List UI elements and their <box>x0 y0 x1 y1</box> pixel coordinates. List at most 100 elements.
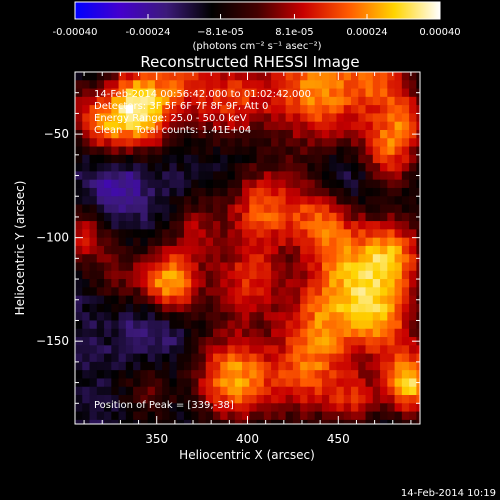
heatmap-cell <box>140 312 149 322</box>
heatmap-cell <box>183 105 192 115</box>
heatmap-cell <box>234 171 243 181</box>
heatmap-cell <box>300 345 309 355</box>
heatmap-cell <box>314 212 323 222</box>
heatmap-cell <box>321 163 330 172</box>
heatmap-cell <box>416 229 420 239</box>
heatmap-cell <box>111 196 120 206</box>
heatmap-cell <box>292 403 301 413</box>
heatmap-cell <box>314 196 323 206</box>
heatmap-cell <box>409 320 417 330</box>
heatmap-cell <box>358 88 367 98</box>
heatmap-cell <box>111 411 120 421</box>
heatmap-cell <box>147 279 156 288</box>
heatmap-cell <box>285 411 294 421</box>
heatmap-cell <box>372 279 381 288</box>
heatmap-cell <box>154 245 163 255</box>
heatmap-cell <box>96 245 105 255</box>
heatmap-cell <box>321 395 330 404</box>
heatmap-cell <box>111 403 120 413</box>
heatmap-cell <box>191 72 200 81</box>
heatmap-cell <box>104 312 112 322</box>
heatmap-cell <box>176 411 185 421</box>
heatmap-cell <box>104 303 112 313</box>
heatmap-cell <box>213 303 221 313</box>
heatmap-cell <box>133 270 141 280</box>
heatmap-cell <box>329 370 338 380</box>
heatmap-cell <box>314 287 323 297</box>
heatmap-cell <box>387 171 396 181</box>
heatmap-cell <box>147 345 156 355</box>
heatmap-cell <box>292 138 301 148</box>
heatmap-cell <box>176 221 185 230</box>
heatmap-cell <box>176 105 185 115</box>
heatmap-cell <box>300 196 309 206</box>
heatmap-cell <box>234 353 243 363</box>
heatmap-cell <box>154 279 163 288</box>
heatmap-cell <box>416 105 420 115</box>
heatmap-cell <box>118 337 127 346</box>
heatmap-cell <box>147 237 156 247</box>
heatmap-cell <box>263 287 272 297</box>
heatmap-cell <box>365 370 374 380</box>
heatmap-cell <box>125 204 134 214</box>
heatmap-cell <box>220 237 229 247</box>
heatmap-cell <box>96 129 105 139</box>
heatmap-cell <box>125 279 134 288</box>
heatmap-cell <box>329 328 338 338</box>
heatmap-cell <box>133 395 141 404</box>
heatmap-cell <box>416 113 420 123</box>
heatmap-cell <box>409 328 417 338</box>
heatmap-cell <box>140 196 149 206</box>
heatmap-cell <box>380 187 388 197</box>
heatmap-cell <box>111 419 120 424</box>
heatmap-cell <box>300 121 309 131</box>
heatmap-cell <box>205 337 214 346</box>
heatmap-cell <box>300 129 309 139</box>
heatmap-cell <box>213 337 221 346</box>
heatmap-cell <box>394 270 403 280</box>
heatmap-cell <box>140 287 149 297</box>
heatmap-cell <box>401 80 410 90</box>
heatmap-cell <box>285 419 294 424</box>
heatmap-cell <box>329 163 338 172</box>
heatmap-cell <box>343 279 352 288</box>
heatmap-cell <box>234 262 243 272</box>
heatmap-cell <box>242 386 250 396</box>
heatmap-cell <box>125 105 134 115</box>
heatmap-cell <box>387 419 396 424</box>
heatmap-cell <box>292 353 301 363</box>
heatmap-cell <box>118 378 127 388</box>
heatmap-cell <box>300 411 309 421</box>
heatmap-cell <box>140 403 149 413</box>
heatmap-cell <box>162 105 171 115</box>
heatmap-cell <box>336 179 345 189</box>
heatmap-cell <box>75 312 83 322</box>
annotation-energy-range: Energy Range: 25.0 - 50.0 keV <box>94 113 247 124</box>
heatmap-cell <box>307 370 316 380</box>
heatmap-cell <box>365 270 374 280</box>
heatmap-cell <box>365 154 374 164</box>
heatmap-cell <box>336 270 345 280</box>
heatmap-cell <box>154 353 163 363</box>
annotation-detectors: Detectors: 3F 5F 6F 7F 8F 9F, Att 0 <box>94 101 268 112</box>
heatmap-cell <box>380 96 388 106</box>
heatmap-cell <box>133 171 141 181</box>
heatmap-cell <box>314 154 323 164</box>
heatmap-cell <box>75 245 83 255</box>
heatmap-cell <box>125 370 134 380</box>
heatmap-cell <box>96 105 105 115</box>
heatmap-cell <box>401 353 410 363</box>
heatmap-cell <box>278 386 287 396</box>
heatmap-cell <box>154 196 163 206</box>
heatmap-cell <box>358 287 367 297</box>
heatmap-cell <box>409 72 417 81</box>
heatmap-cell <box>140 386 149 396</box>
heatmap-cell <box>329 419 338 424</box>
heatmap-cell <box>176 312 185 322</box>
heatmap-cell <box>321 361 330 371</box>
heatmap-cell <box>256 245 265 255</box>
heatmap-cell <box>278 287 287 297</box>
heatmap-cell <box>394 105 403 115</box>
heatmap-cell <box>75 72 83 81</box>
heatmap-cell <box>321 138 330 148</box>
